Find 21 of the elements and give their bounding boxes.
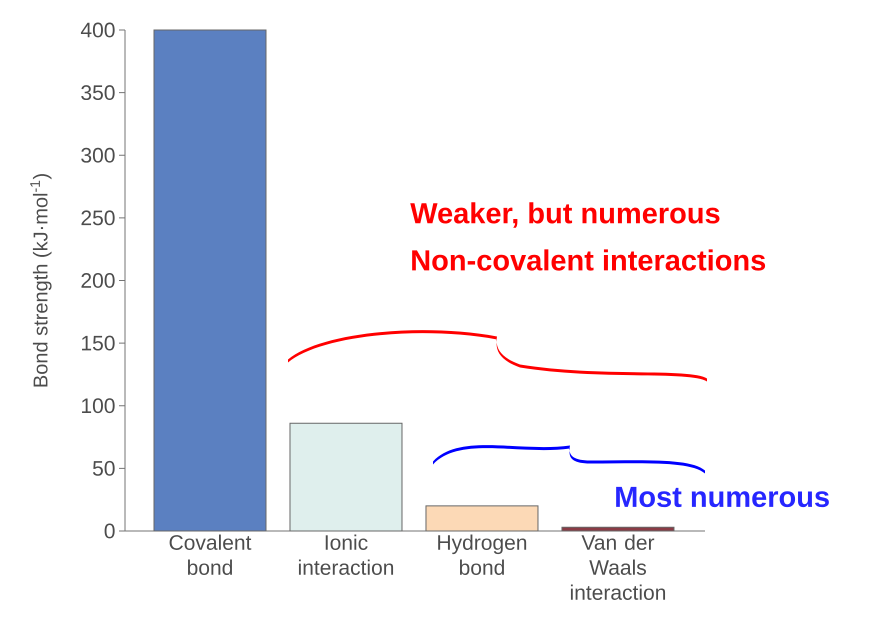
x-tick-label: Covalent bond bbox=[170, 534, 252, 575]
bar bbox=[425, 505, 538, 532]
y-tick-label: 50 bbox=[92, 460, 115, 476]
y-tick-label: 150 bbox=[82, 336, 115, 351]
x-tick-label: Hydrogen bond bbox=[438, 534, 526, 575]
bar bbox=[289, 422, 402, 532]
y-tick-label: 100 bbox=[82, 398, 115, 414]
y-tick-label: 400 bbox=[80, 22, 115, 38]
annotation: Non-covalent interactions bbox=[412, 249, 766, 271]
y-tick-label: 0 bbox=[104, 524, 115, 538]
y-tick-label: 250 bbox=[81, 210, 115, 226]
bar bbox=[154, 30, 266, 532]
bar bbox=[561, 526, 674, 532]
y-tick-label: 200 bbox=[81, 273, 115, 288]
annotation: Weaker, but numerous bbox=[410, 202, 720, 228]
y-tick-label: 300 bbox=[81, 148, 115, 163]
y-tick-label: 350 bbox=[81, 85, 115, 100]
x-tick-label: Van der Waals interaction bbox=[570, 534, 666, 600]
y-axis-title: Bond strength (kJ·mol$^{-1}$) bbox=[30, 174, 52, 386]
annotation: Most numerous bbox=[616, 486, 829, 508]
x-tick-label: Ionic interaction bbox=[298, 534, 394, 575]
